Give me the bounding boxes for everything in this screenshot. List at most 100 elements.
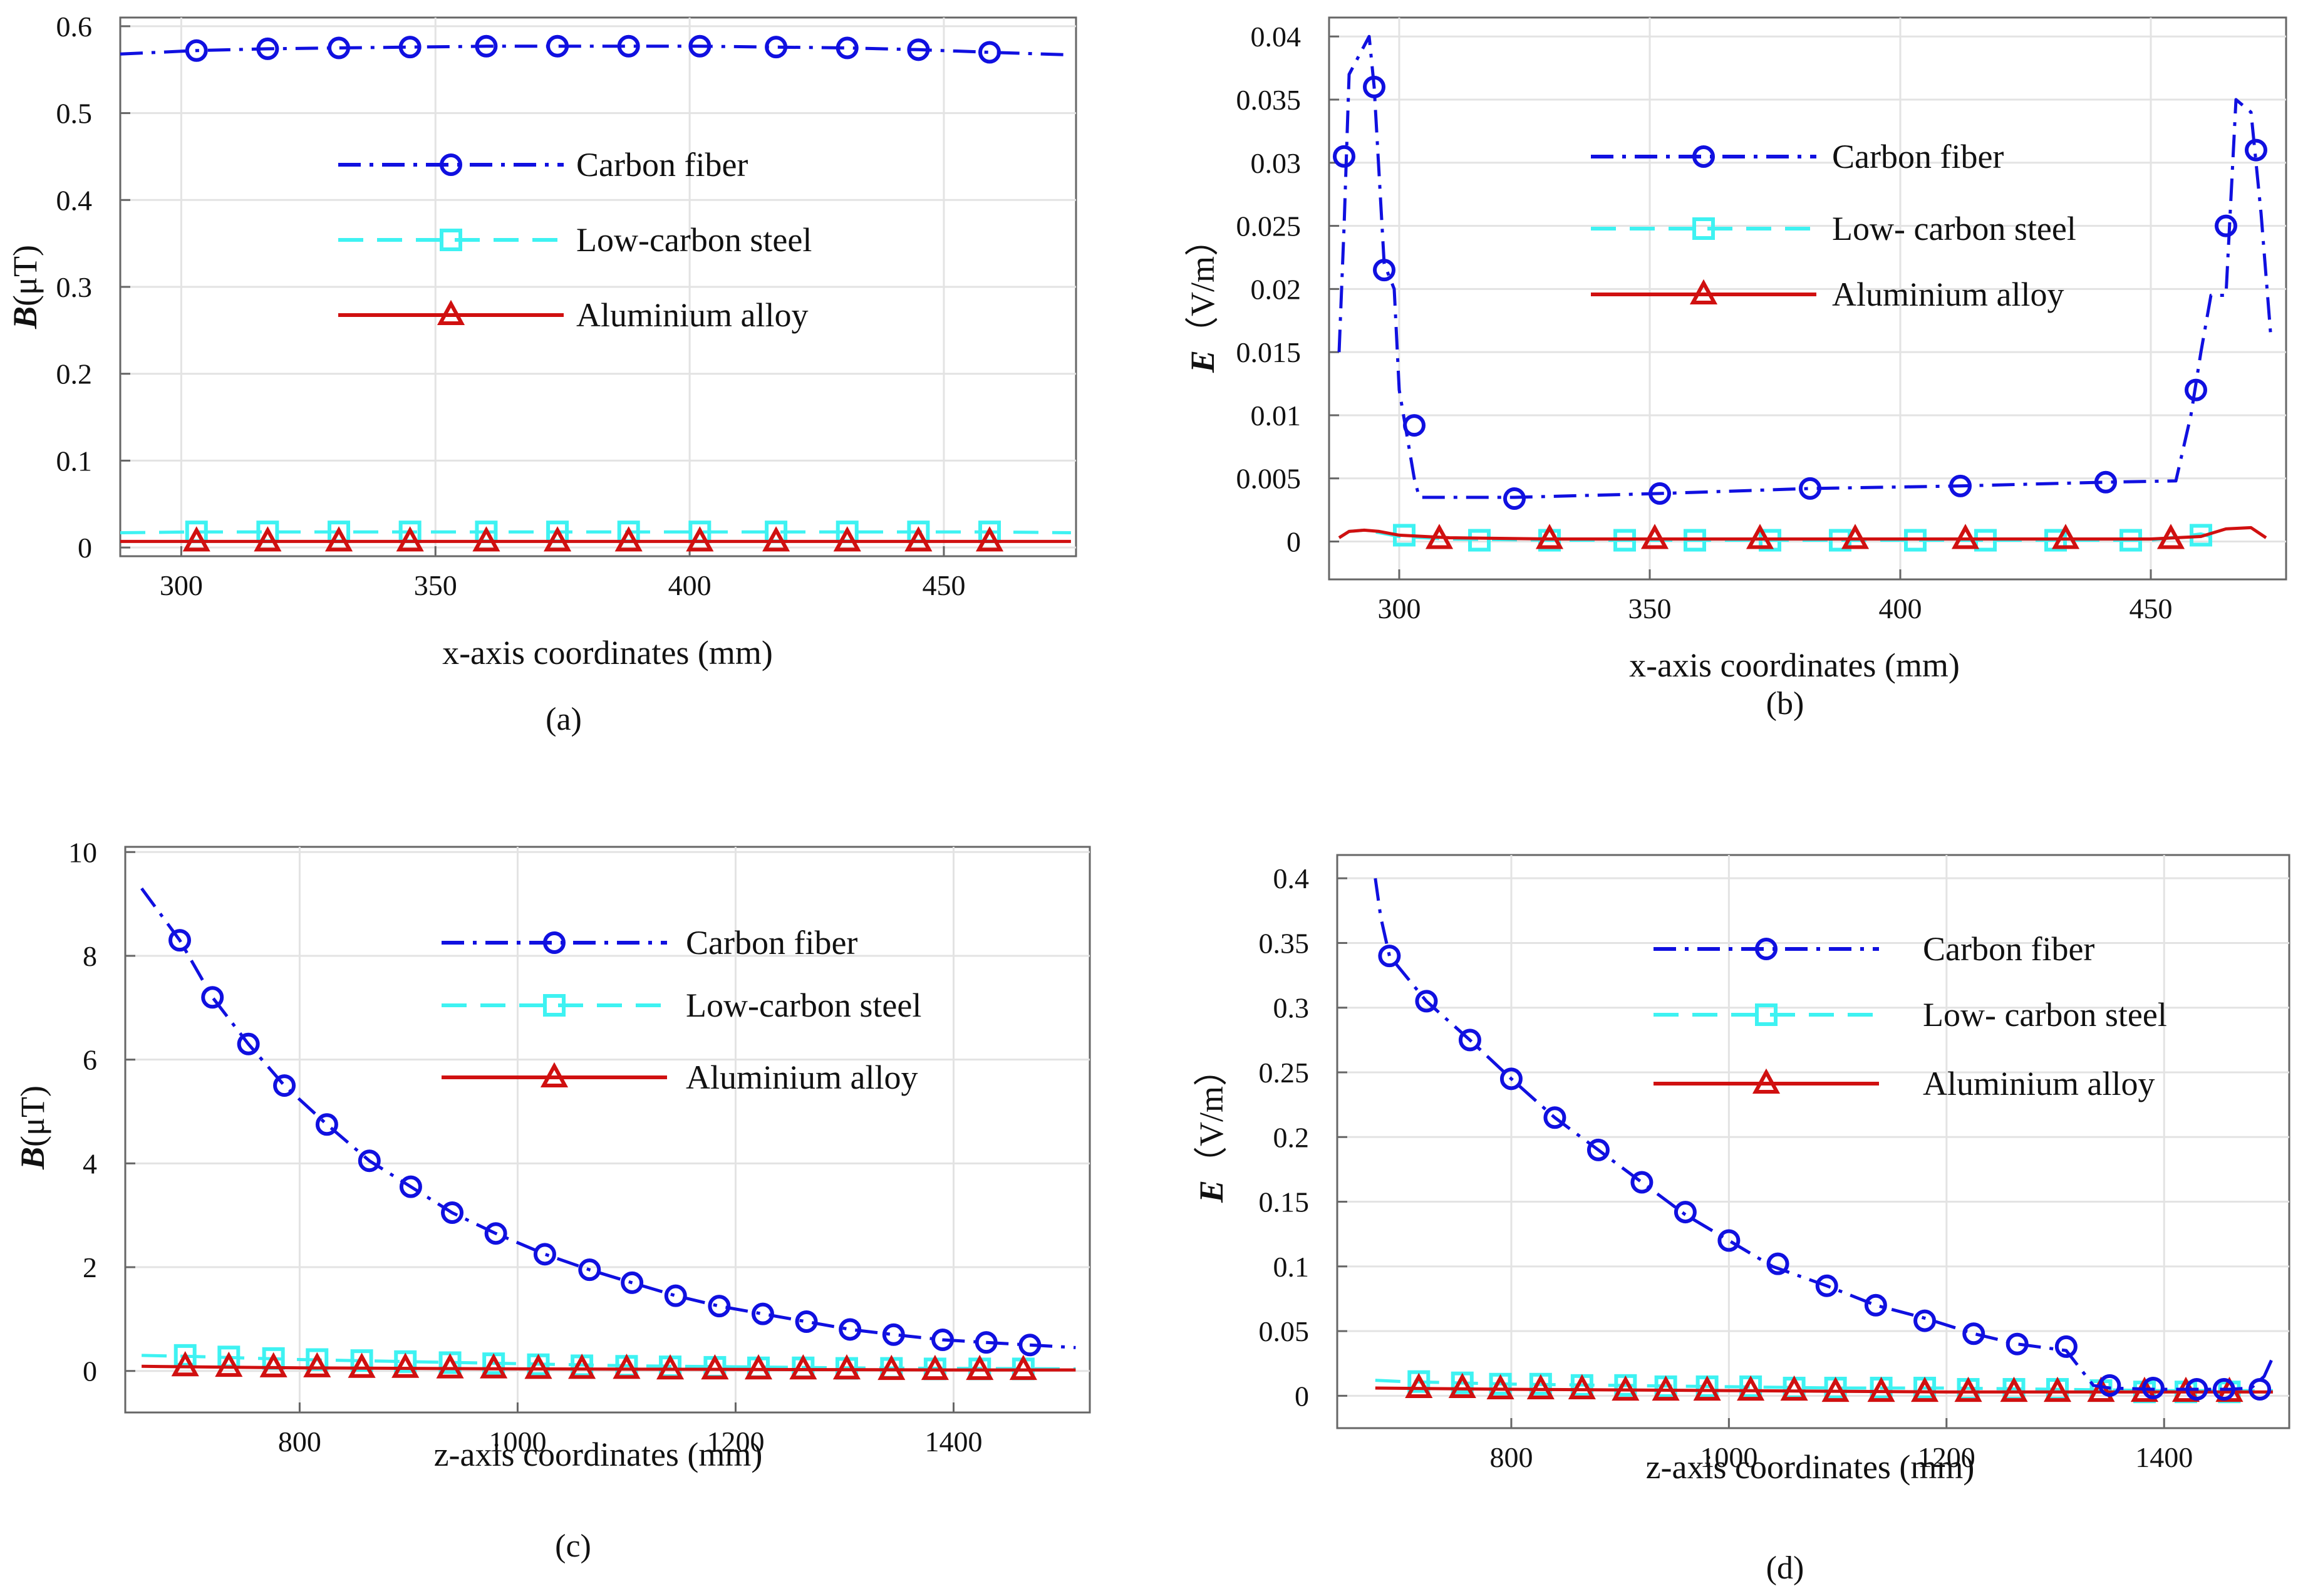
legend-label: Carbon fiber: [1923, 930, 2094, 968]
data-point-marker: [1586, 1138, 1610, 1161]
x-tick-label: 450: [922, 569, 965, 601]
data-point-marker: [1864, 1293, 1887, 1317]
y-axis-unit: (μT): [6, 245, 44, 306]
data-point-marker: [2006, 1332, 2029, 1355]
y-tick-label: 0.035: [1236, 84, 1302, 116]
data-point-marker: [882, 1323, 905, 1346]
y-tick-label: 0.35: [1259, 927, 1310, 959]
data-point-marker: [1913, 1309, 1937, 1332]
data-point-marker: [904, 526, 933, 552]
data-point-marker: [441, 1201, 464, 1225]
data-point-marker: [613, 1354, 641, 1379]
data-point-marker: [2212, 1378, 2235, 1401]
data-point-marker: [1693, 1375, 1721, 1401]
x-axis-label: x-axis coordinates (mm): [1629, 646, 1960, 684]
data-point-marker: [315, 1113, 338, 1136]
data-point-marker: [256, 37, 279, 60]
data-point-marker: [1954, 1376, 1982, 1402]
y-tick-label: 0.2: [1273, 1121, 1310, 1153]
legend-label: Carbon fiber: [576, 146, 748, 184]
data-point-marker: [1568, 1374, 1596, 1400]
data-point-marker: [1448, 1372, 1476, 1398]
y-tick-label: 6: [83, 1044, 97, 1076]
legend-label: Low- carbon steel: [1923, 996, 2167, 1034]
data-point-marker: [1780, 1375, 1808, 1401]
data-point-marker: [328, 36, 351, 60]
panel-d: 800 1000 1200 1400 0 0.05 0.1 0.15 0.2 0.25 0.3 0.3…: [1193, 854, 2290, 1586]
data-point-marker: [215, 1351, 243, 1377]
x-tick-label: 350: [1628, 593, 1672, 624]
data-point-marker: [617, 34, 640, 58]
data-point-marker: [475, 34, 498, 58]
data-point-marker: [1951, 524, 1980, 549]
y-tick-label: 0.6: [56, 11, 93, 43]
legend-marker: [543, 931, 566, 954]
y-tick-label: 0.02: [1251, 273, 1302, 305]
data-point-marker: [975, 526, 1004, 552]
data-point-marker: [173, 1344, 197, 1367]
data-point-marker: [568, 1354, 596, 1379]
y-tick-label: 0.3: [56, 271, 93, 303]
plot-frame: [124, 846, 1091, 1414]
data-point-marker: [168, 929, 192, 952]
y-axis-label: E（V/m）: [1193, 1052, 1230, 1203]
y-axis-symbol: B: [6, 306, 44, 329]
data-point-marker: [2051, 524, 2080, 549]
data-point-marker: [2245, 138, 2267, 162]
data-point-marker: [1018, 1334, 1042, 1357]
data-point-marker: [350, 1349, 373, 1372]
data-point-marker: [701, 1354, 729, 1380]
data-point-marker: [614, 526, 643, 552]
data-point-marker: [688, 34, 712, 58]
data-point-marker: [2087, 1376, 2115, 1402]
data-point-marker: [358, 1149, 381, 1173]
y-tick-label: 2: [83, 1251, 97, 1283]
data-point-marker: [1378, 945, 1401, 968]
y-tick-label: 0.5: [56, 98, 93, 130]
x-tick-label: 400: [1879, 593, 1922, 624]
legend-label: Carbon fiber: [1832, 138, 2004, 175]
data-point-marker: [1363, 75, 1385, 98]
data-point-marker: [1746, 524, 1774, 549]
data-point-marker: [2000, 1376, 2028, 1402]
panel-b: 300 350 400 450 0 0.005 0.01 0.015 0.02 0.025 0.03…: [1184, 16, 2287, 722]
y-tick-label: 0.025: [1236, 210, 1302, 242]
legend-marker: [1752, 1068, 1781, 1094]
data-point-marker: [1407, 1370, 1431, 1393]
data-point-marker: [391, 1352, 420, 1378]
data-point-marker: [1425, 524, 1454, 549]
data-point-marker: [765, 36, 788, 59]
x-tick-label: 1000: [489, 1426, 546, 1458]
data-point-marker: [978, 41, 1001, 64]
x-tick-label: 350: [414, 569, 457, 601]
data-point-marker: [656, 1354, 685, 1380]
y-tick-label: 0: [1295, 1380, 1309, 1412]
y-axis-unit: (μT): [14, 1086, 51, 1147]
data-point-marker: [832, 1354, 861, 1380]
data-point-marker: [2156, 524, 2185, 549]
data-point-marker: [480, 1353, 508, 1379]
x-tick-label: 450: [2130, 593, 2173, 624]
panel-caption: (c): [555, 1528, 591, 1564]
data-point-marker: [348, 1352, 376, 1378]
data-point-marker: [546, 34, 569, 58]
panel-c: 800 1000 1200 1400 0 2 4 6 8 10 Carbon fiber Low-ca…: [14, 836, 1091, 1564]
data-point-marker: [1841, 524, 1870, 549]
data-point-marker: [1543, 1106, 1566, 1129]
data-point-marker: [1949, 474, 1972, 497]
data-point-marker: [1766, 1252, 1789, 1275]
y-axis-symbol: E: [1193, 1180, 1230, 1203]
y-tick-label: 0.04: [1251, 21, 1302, 53]
panel-caption: (d): [1766, 1550, 1804, 1586]
data-point-marker: [484, 1222, 507, 1245]
data-point-marker: [1717, 1229, 1741, 1252]
data-point-marker: [1640, 524, 1669, 549]
y-tick-label: 0.3: [1273, 992, 1310, 1024]
y-tick-label: 10: [68, 836, 97, 868]
y-tick-label: 0.03: [1251, 147, 1302, 179]
data-point-marker: [254, 526, 282, 552]
x-tick-label: 800: [278, 1426, 321, 1458]
x-tick-label: 1200: [1918, 1441, 1975, 1473]
data-point-marker: [399, 1175, 422, 1198]
